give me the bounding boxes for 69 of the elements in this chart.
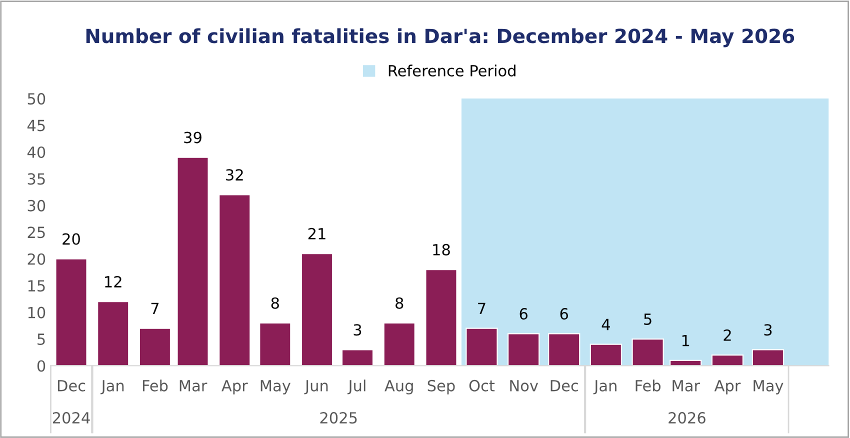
x-tick-label: Mar xyxy=(180,380,208,392)
x-tick-label: Oct xyxy=(469,380,495,392)
data-label: 8 xyxy=(396,297,404,309)
x-tick-label: Sep xyxy=(428,380,455,394)
y-tick-label: 35 xyxy=(28,173,45,185)
bar xyxy=(590,344,622,366)
x-tick-label: Dec xyxy=(58,380,86,392)
data-label: 7 xyxy=(478,302,486,314)
x-tick-label: Feb xyxy=(636,380,660,392)
x-tick-label: Jul xyxy=(348,380,366,394)
bar xyxy=(218,194,251,366)
y-tick-label: 0 xyxy=(37,360,46,372)
text: 2026 xyxy=(668,412,706,424)
x-tick-label: Nov xyxy=(510,380,538,392)
y-tick-label: 25 xyxy=(28,226,45,238)
chart-title: Number of civilian fatalities in Dar'a: December 2024 - May 2026 xyxy=(86,28,794,48)
data-label: 3 xyxy=(764,324,772,336)
bar xyxy=(97,301,130,366)
bar xyxy=(752,349,784,366)
bar xyxy=(55,258,88,366)
data-label: 5 xyxy=(644,314,652,325)
x-tick-label: Jan xyxy=(593,380,616,394)
data-label: 12 xyxy=(105,276,122,288)
x-tick-label: Dec xyxy=(550,380,578,392)
bar xyxy=(466,328,498,366)
bar xyxy=(176,156,209,366)
data-label: 21 xyxy=(308,228,326,240)
data-label: 6 xyxy=(520,308,528,320)
data-label: 6 xyxy=(560,308,568,320)
bar xyxy=(383,322,416,366)
data-label: 32 xyxy=(226,169,243,181)
bar xyxy=(341,349,374,366)
y-tick-label: 45 xyxy=(27,120,45,132)
x-tick-label: Feb xyxy=(142,380,168,392)
x-tick-label: Mar xyxy=(672,380,700,392)
y-tick-label: 10 xyxy=(28,306,46,318)
bar xyxy=(425,268,458,366)
y-tick-label: 50 xyxy=(28,93,46,105)
x-tick-label: Apr xyxy=(222,380,248,394)
x-tick-label: Jun xyxy=(304,380,328,394)
y-tick-label: 20 xyxy=(28,253,46,265)
bar xyxy=(508,333,540,366)
y-tick-label: 15 xyxy=(28,280,45,292)
bar xyxy=(548,333,580,366)
x-tick-label: May xyxy=(754,380,784,394)
data-label: 4 xyxy=(602,318,610,330)
text: 2025 xyxy=(320,412,357,424)
data-label: 8 xyxy=(271,297,279,309)
data-label: 3 xyxy=(354,324,362,336)
bar xyxy=(711,354,744,366)
legend-label: Reference Period xyxy=(388,64,516,76)
data-label: 7 xyxy=(151,302,159,314)
x-tick-label: Aug xyxy=(384,380,413,394)
text: 2024 xyxy=(52,412,90,424)
y-tick-label: 40 xyxy=(27,146,46,158)
bar xyxy=(632,338,664,366)
y-tick-label: 5 xyxy=(38,334,45,346)
data-label: 18 xyxy=(433,244,450,256)
data-label: 39 xyxy=(184,132,202,144)
x-tick-label: Apr xyxy=(714,380,741,394)
y-tick-label: 30 xyxy=(28,200,46,212)
data-label: 2 xyxy=(724,329,731,341)
bar xyxy=(300,252,334,366)
bar xyxy=(259,322,292,366)
data-label: 20 xyxy=(62,233,80,245)
x-tick-label: May xyxy=(260,380,290,394)
x-tick-label: Jan xyxy=(100,380,124,394)
data-label: 1 xyxy=(682,334,690,346)
bar xyxy=(138,328,172,366)
